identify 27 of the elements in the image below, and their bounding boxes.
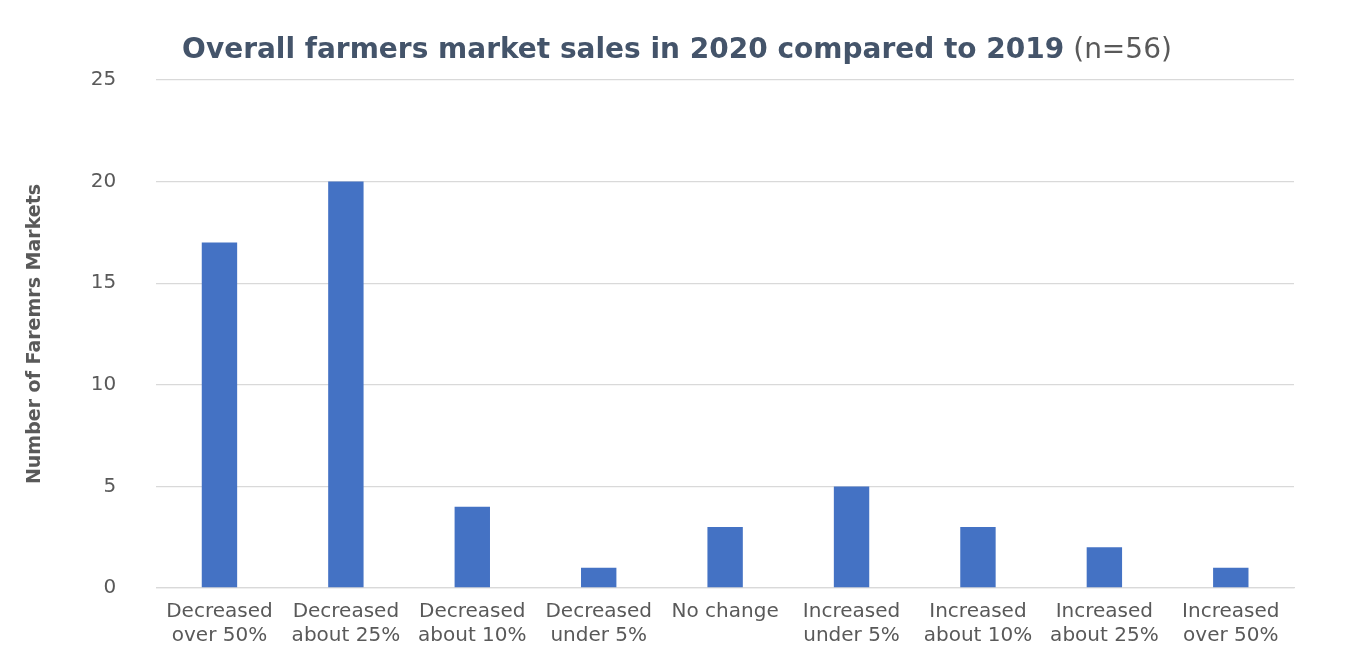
y-tick-label: 15 (90, 269, 117, 294)
bar (1213, 567, 1249, 588)
bar (707, 527, 743, 588)
bar (328, 181, 364, 588)
x-tick-label: Increased over 50% (1182, 598, 1280, 647)
bar (581, 567, 617, 588)
bar (201, 242, 238, 588)
y-tick-label: 5 (103, 472, 117, 497)
bar (1086, 547, 1123, 588)
chart-subtitle: (n=56) (1073, 32, 1172, 65)
bar (454, 506, 490, 588)
x-tick-label: No change (671, 598, 779, 623)
bar (833, 486, 870, 588)
x-tick-label: Increased about 25% (1050, 598, 1159, 647)
x-tick-label: Decreased under 5% (545, 598, 652, 647)
y-axis-title: Number of Faremrs Markets (22, 183, 45, 485)
x-tick-label: Decreased over 50% (166, 598, 273, 647)
bar (960, 527, 996, 588)
y-tick-label: 10 (90, 371, 117, 395)
x-tick-label: Decreased about 25% (291, 598, 401, 647)
y-tick-label: 25 (90, 66, 117, 91)
y-tick-label: 0 (103, 574, 117, 599)
x-tick-label: Increased about 10% (923, 598, 1033, 647)
y-tick-label: 20 (90, 167, 117, 192)
chart-title: Overall farmers market sales in 2020 compared to 2019 (182, 32, 1065, 65)
x-tick-label: Increased under 5% (802, 598, 901, 647)
x-tick-label: Decreased about 10% (418, 598, 527, 647)
